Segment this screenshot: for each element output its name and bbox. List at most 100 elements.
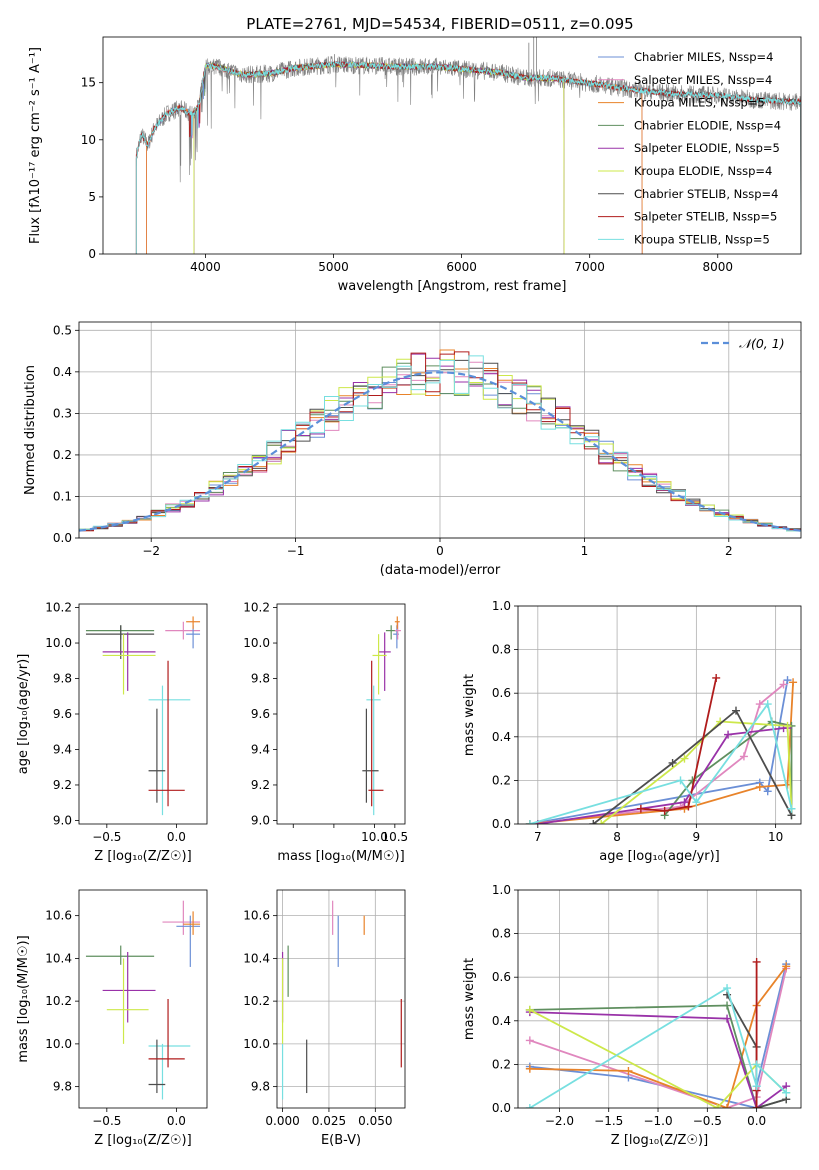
y-tick-label: 10.2 — [45, 601, 72, 615]
mass-weight-marker — [525, 820, 534, 824]
mass-weight-marker — [752, 957, 761, 966]
x-tick-label: 6000 — [446, 260, 477, 274]
legend-entry: Salpeter ELODIE, Nssp=5 — [634, 141, 780, 155]
x-tick-label: 0.000 — [265, 1114, 299, 1128]
mass-weight-marker — [692, 798, 701, 807]
mass-weight-marker — [731, 706, 740, 715]
mass-weight-marker — [589, 820, 598, 824]
axes-frame — [517, 605, 802, 825]
mass-weight-marker — [723, 1001, 732, 1010]
mass-weight-marker — [752, 1082, 761, 1091]
y-tick-label: 0.8 — [492, 927, 511, 941]
y-tick-label: 0.6 — [492, 686, 511, 700]
x-tick-label: 2 — [725, 544, 733, 558]
x-tick-label: 0.025 — [312, 1114, 346, 1128]
mass-weight-line — [529, 1011, 787, 1108]
y-tick-label: 0.6 — [492, 970, 511, 984]
mass-weight-marker — [779, 680, 788, 689]
x-tick-label: −2 — [142, 544, 160, 558]
mass-weight-marker — [525, 1005, 534, 1014]
y-tick-label: 0.0 — [53, 531, 72, 545]
y-tick-label: 0.3 — [53, 406, 72, 420]
legend-entry: Salpeter MILES, Nssp=4 — [634, 73, 772, 87]
massweight-vs-age-panel: 7 8 9 10 0.0 0.2 0.4 0.6 0.8 1.0 age [log₁₀(age/yr… — [462, 599, 802, 864]
x-tick-label: 8000 — [702, 260, 733, 274]
mass-weight-line — [529, 965, 787, 1108]
gaussian-curve — [79, 371, 801, 532]
x-tick-label: −2.0 — [545, 1114, 574, 1128]
mass-weight-marker — [752, 1060, 761, 1069]
axes-frame — [276, 889, 406, 1109]
y-tick-label: 0.0 — [492, 817, 511, 831]
mass-weight-marker — [713, 1104, 722, 1108]
y-tick-label: 5 — [88, 190, 96, 204]
y-tick-label: 10.0 — [243, 636, 270, 650]
y-tick-label: 9.8 — [53, 672, 72, 686]
mass-weight-marker — [782, 1088, 791, 1097]
spectrum-model-line — [193, 61, 565, 254]
x-axis-label: mass [log₁₀(M/M☉)] — [277, 849, 404, 864]
mass-weight-marker — [755, 700, 764, 709]
y-tick-label: 10.4 — [45, 951, 72, 965]
spectrum-panel: 4000 5000 6000 7000 8000 0 5 10 15 wavelength [An… — [28, 36, 802, 294]
y-tick-label: 10 — [81, 133, 96, 147]
y-tick-label: 10.6 — [243, 909, 270, 923]
y-tick-label: 0.5 — [53, 323, 72, 337]
y-tick-label: 9.2 — [251, 778, 270, 792]
y-tick-label: 0.2 — [53, 448, 72, 462]
mass-weight-marker — [739, 752, 748, 761]
y-axis-label: Normed distribution — [23, 365, 38, 495]
x-axis-label: age [log₁₀(age/yr)] — [599, 849, 720, 864]
legend-entry: 𝒩(0, 1) — [739, 336, 785, 351]
legend-entry: Kroupa MILES, Nssp=5 — [634, 96, 765, 110]
mass-weight-marker — [752, 1104, 761, 1108]
y-axis-label: mass weight — [462, 674, 477, 756]
x-tick-label: −1.5 — [594, 1114, 623, 1128]
x-tick-label: 7000 — [574, 260, 605, 274]
y-axis-label: Flux [fλ10⁻¹⁷ erg cm⁻² s⁻¹ A⁻¹] — [28, 47, 43, 244]
mass-vs-metallicity-panel: −0.5 0.0 9.8 10.0 10.2 10.4 10.6 Z [log₁₀(Z/Z☉)… — [16, 889, 208, 1148]
y-tick-label: 0.4 — [492, 1014, 511, 1028]
legend-entry: Kroupa ELODIE, Nssp=4 — [634, 164, 772, 178]
mass-weight-marker — [723, 1104, 732, 1108]
x-tick-label: 1 — [581, 544, 589, 558]
y-tick-label: 9.4 — [251, 742, 270, 756]
y-tick-label: 9.8 — [251, 1080, 270, 1094]
y-tick-label: 9.6 — [251, 707, 270, 721]
y-tick-label: 15 — [81, 76, 96, 90]
mass-weight-marker — [763, 700, 772, 709]
plot-area — [85, 616, 201, 816]
x-tick-label: −0.5 — [92, 1114, 121, 1128]
mass-weight-marker — [525, 1036, 534, 1045]
legend-entry: Kroupa STELIB, Nssp=5 — [634, 232, 770, 246]
spectrum-model-line — [146, 60, 643, 254]
x-tick-label: −0.5 — [92, 830, 121, 844]
y-tick-label: 0.4 — [53, 365, 72, 379]
y-axis-label: age [log₁₀(age/yr)] — [16, 654, 31, 775]
y-tick-label: 10.2 — [243, 994, 270, 1008]
y-tick-label: 10.4 — [243, 951, 270, 965]
y-axis-label: mass weight — [462, 958, 477, 1040]
x-tick-label: 4000 — [190, 260, 221, 274]
x-axis-label: Z [log₁₀(Z/Z☉)] — [611, 1133, 708, 1148]
mass-weight-marker — [525, 1064, 534, 1073]
y-tick-label: 10.0 — [45, 1037, 72, 1051]
spectrum-model-line — [146, 60, 643, 254]
y-tick-label: 9.4 — [53, 742, 72, 756]
mass-weight-marker — [660, 806, 669, 815]
mass-weight-marker — [688, 776, 697, 785]
y-tick-label: 10.0 — [45, 636, 72, 650]
x-tick-label: 7 — [534, 830, 542, 844]
legend-entry: Chabrier ELODIE, Nssp=4 — [634, 118, 781, 132]
mass-weight-marker — [525, 1104, 534, 1108]
x-tick-label: −1.0 — [643, 1114, 672, 1128]
x-tick-label: 0.0 — [167, 1114, 186, 1128]
y-tick-label: 9.8 — [53, 1080, 72, 1094]
y-tick-label: 0.2 — [492, 773, 511, 787]
plot-area — [85, 900, 201, 1100]
y-tick-label: 0.1 — [53, 489, 72, 503]
plot-area — [135, 37, 801, 254]
mass-weight-marker — [684, 802, 693, 811]
